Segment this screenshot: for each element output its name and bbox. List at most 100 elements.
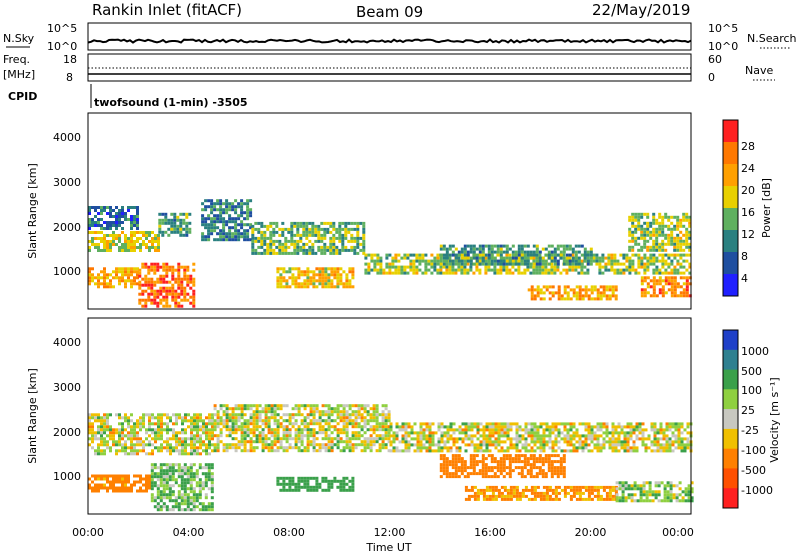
vel-cell: [133, 446, 136, 450]
vel-cell: [442, 463, 446, 467]
vel-cell: [88, 425, 91, 429]
vel-cell: [210, 463, 214, 467]
vel-cell: [306, 485, 310, 489]
power-cell: [136, 240, 139, 243]
power-cell: [682, 265, 686, 269]
power-cell: [356, 224, 360, 228]
vel-cell: [193, 440, 196, 444]
vel-cell: [171, 484, 175, 488]
power-cell: [502, 262, 506, 266]
vel-cell: [285, 449, 289, 453]
power-cell: [296, 248, 300, 252]
power-cell: [118, 212, 121, 215]
vel-cell: [351, 410, 355, 414]
power-cell: [100, 270, 103, 274]
power-cell: [646, 212, 650, 216]
power-cell: [324, 273, 328, 277]
vel-cell: [166, 431, 169, 435]
power-cell: [156, 295, 160, 299]
vel-cell: [632, 443, 636, 447]
power-cell: [460, 271, 464, 275]
vel-cell: [94, 483, 97, 487]
vel-cell: [267, 443, 271, 447]
vel-cell: [181, 431, 184, 435]
vel-cell: [490, 457, 494, 461]
power-cell: [315, 279, 319, 283]
vel-cell: [195, 481, 199, 485]
vel-cell: [671, 422, 675, 426]
power-cell: [685, 212, 689, 216]
power-cell: [103, 221, 106, 224]
power-cell: [520, 262, 524, 266]
vel-cell: [306, 431, 310, 435]
power-cell: [97, 249, 100, 252]
vel-cell: [246, 407, 250, 411]
vel-cell: [542, 437, 546, 441]
vel-cell: [88, 486, 91, 490]
vel-cell: [252, 410, 256, 414]
vel-cell: [261, 437, 265, 441]
nave-label: Nave: [745, 64, 773, 77]
vel-cell: [542, 485, 546, 489]
vel-cell: [121, 449, 124, 453]
vel-cell: [584, 440, 588, 444]
power-cell: [502, 256, 506, 260]
power-cell: [344, 230, 348, 234]
vel-cell: [330, 485, 334, 489]
power-cell: [599, 297, 603, 301]
power-cell: [144, 283, 148, 287]
vel-cell: [578, 494, 582, 498]
power-cell: [658, 271, 662, 275]
vel-cell: [548, 437, 552, 441]
vel-cell: [109, 474, 112, 478]
vel-cell: [440, 422, 444, 426]
vel-cell: [118, 416, 121, 420]
power-cell: [127, 249, 130, 252]
power-cell: [364, 268, 368, 272]
power-cell: [150, 301, 154, 305]
power-cell: [91, 221, 94, 224]
power-cell: [145, 246, 148, 249]
vel-cell: [644, 443, 648, 447]
vel-cell: [97, 446, 100, 450]
vel-cell: [563, 428, 567, 432]
vel-cell: [153, 484, 157, 488]
vel-cell: [97, 413, 100, 417]
vel-cell: [273, 428, 277, 432]
power-cell: [171, 283, 175, 287]
power-cell: [88, 206, 91, 209]
vel-cell: [448, 463, 452, 467]
power-cell: [655, 268, 659, 272]
power-cell: [574, 265, 578, 269]
power-cell: [183, 292, 187, 296]
power-cell: [655, 230, 659, 234]
power-cell: [670, 271, 674, 275]
vel-cell: [623, 431, 627, 435]
vel-cell: [520, 475, 524, 479]
vel-cell: [503, 449, 507, 453]
vel-cell: [106, 416, 109, 420]
vel-cell: [490, 466, 494, 470]
vel-cell: [150, 472, 154, 476]
power-cell: [463, 271, 467, 275]
vel-cell: [467, 437, 471, 441]
vel-cell: [481, 475, 485, 479]
vel-cell: [680, 422, 684, 426]
power-cell: [240, 202, 244, 206]
power-cell: [228, 208, 232, 212]
power-cell: [592, 259, 596, 263]
vel-cell: [479, 488, 483, 492]
power-cell: [109, 224, 112, 227]
vel-cell: [387, 413, 391, 417]
vel-cell: [524, 425, 528, 429]
power-cell: [460, 259, 464, 263]
power-cell: [670, 279, 674, 283]
vel-cell: [103, 437, 106, 441]
vel-cell: [118, 480, 121, 484]
power-cell: [640, 224, 644, 228]
vel-cell: [318, 419, 322, 423]
power-cell: [367, 271, 371, 275]
power-cell: [121, 221, 124, 224]
power-cell: [676, 245, 680, 249]
vel-cell: [330, 413, 334, 417]
